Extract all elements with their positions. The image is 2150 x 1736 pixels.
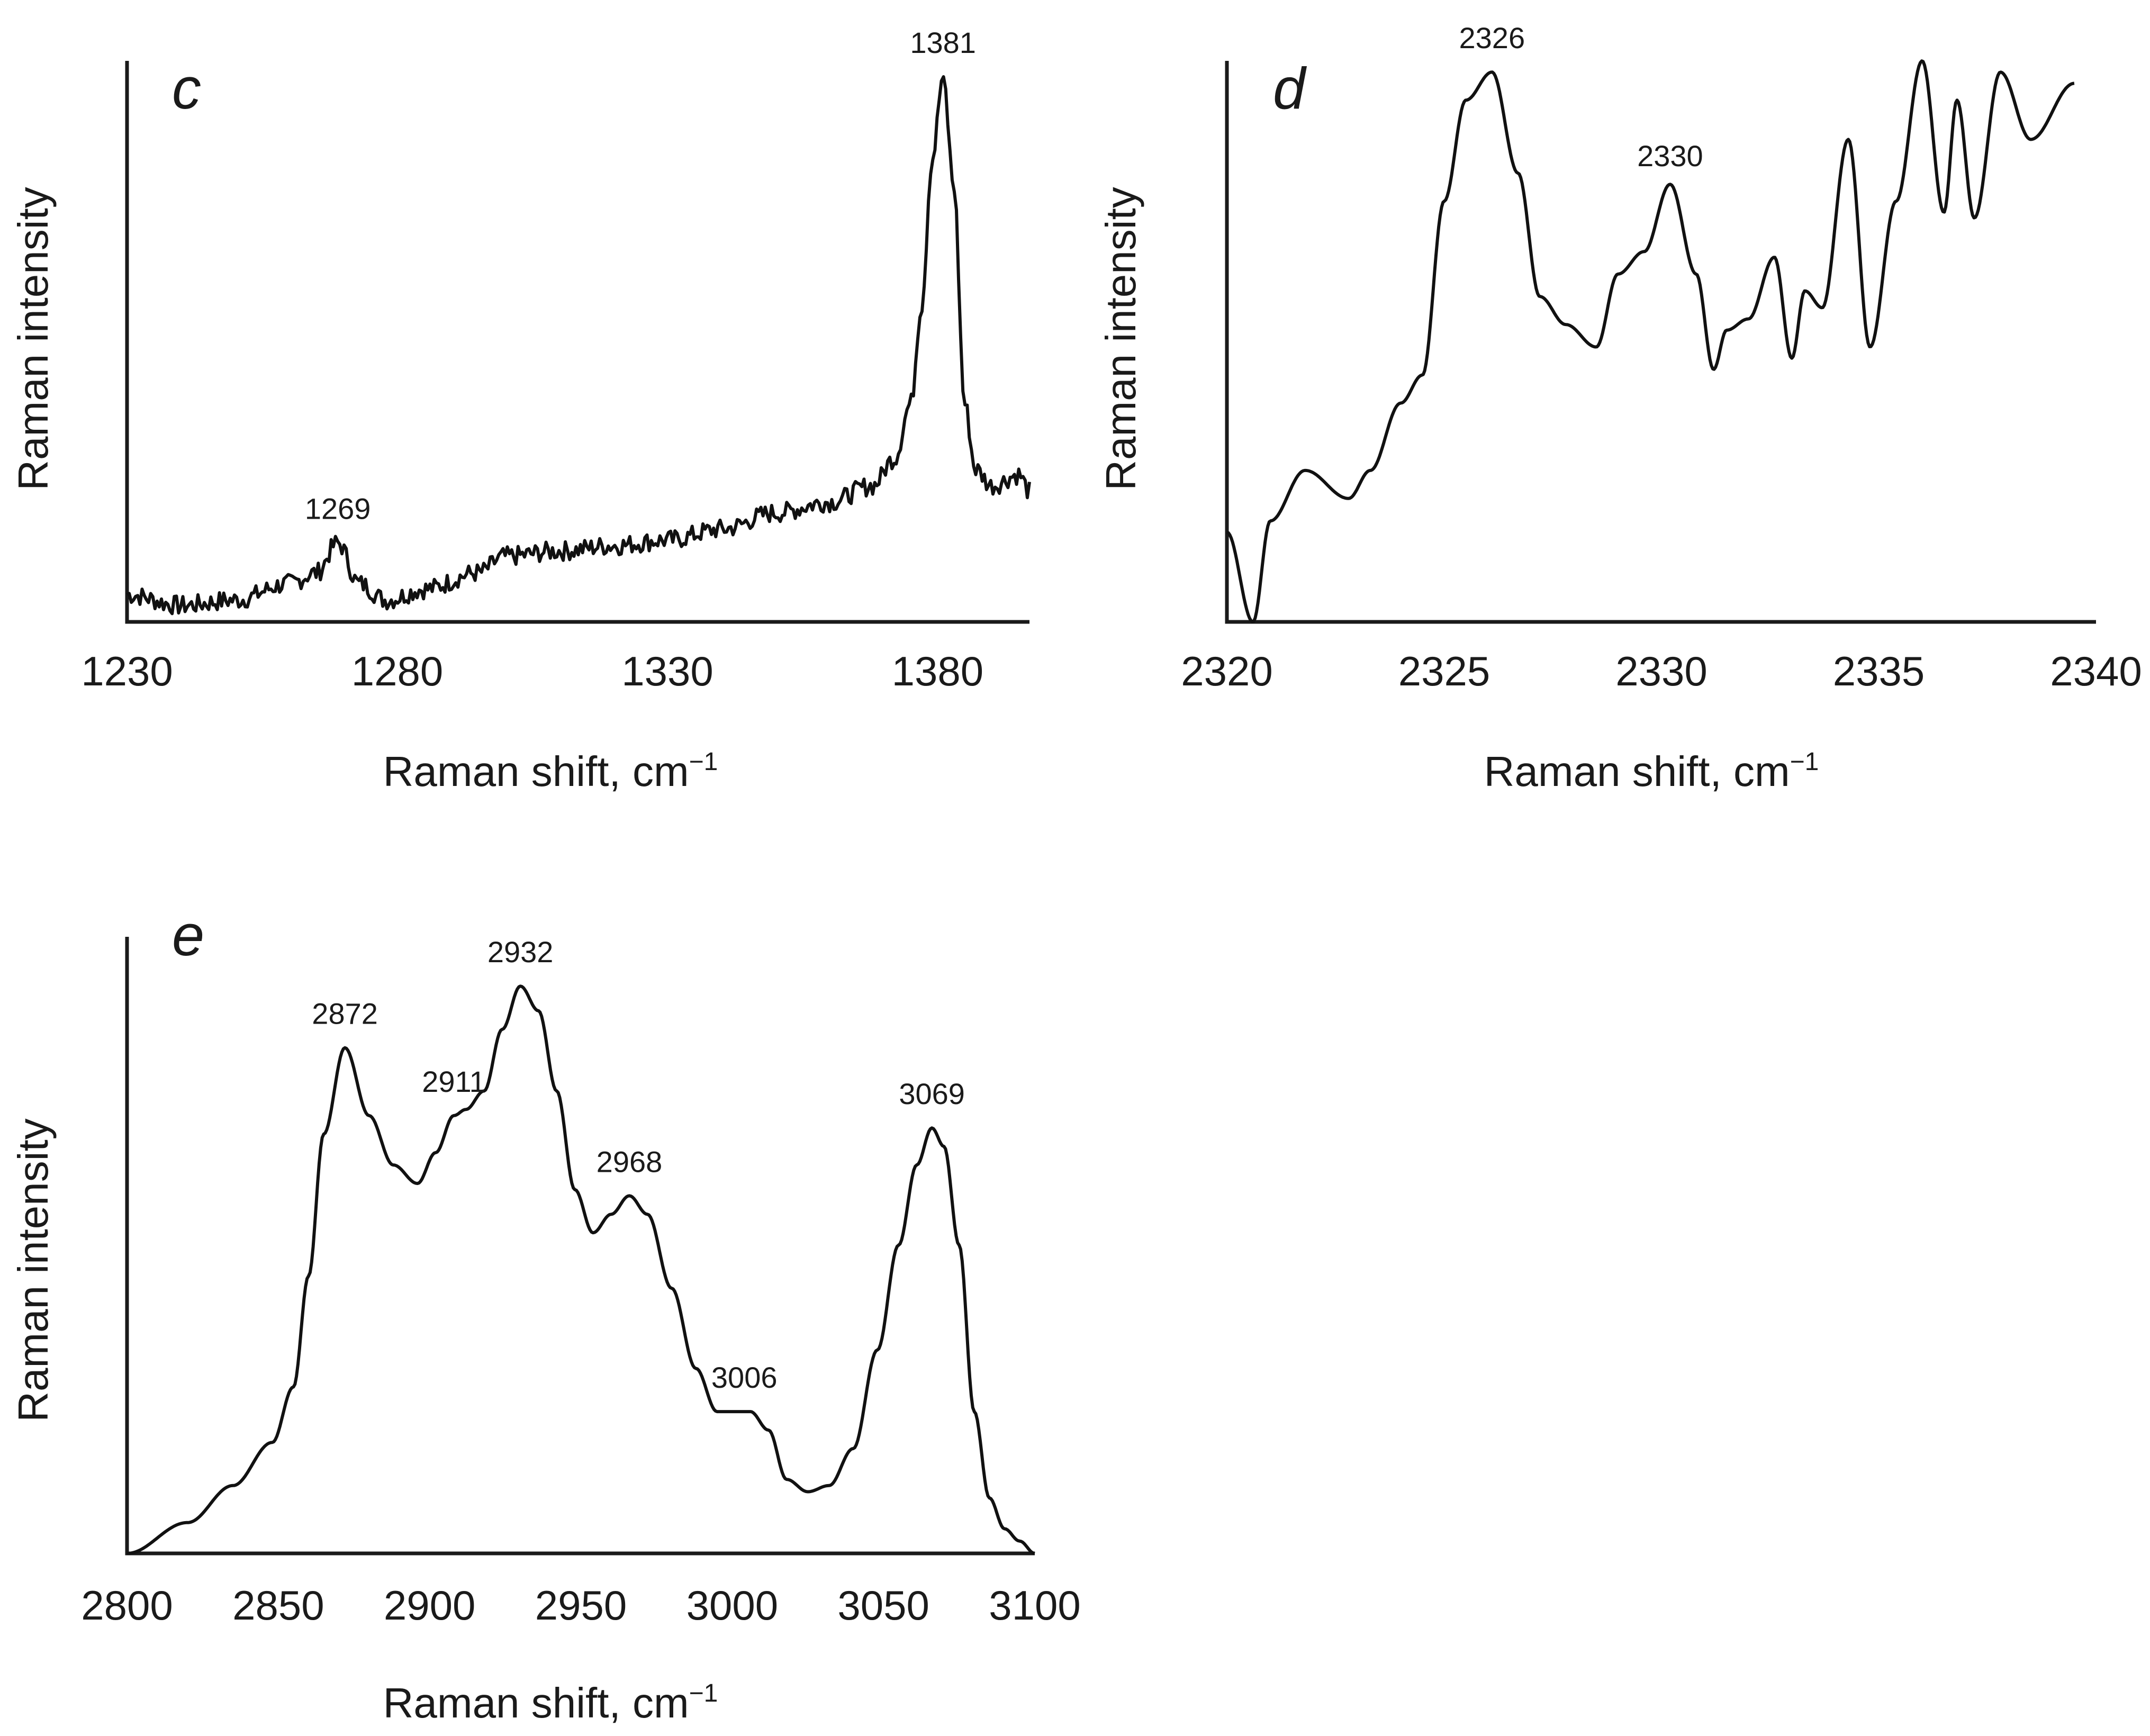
x-tick-label: 3000 (686, 1582, 779, 1629)
spectrum-line-e (127, 984, 1035, 1555)
xlabel-d-text: Raman shift, cm (1484, 748, 1790, 795)
peak-label: 2932 (487, 935, 554, 969)
xlabel-c-superscript: −1 (689, 748, 718, 776)
tick-labels-d: 2320 2325 2330 2335 2340 (1181, 648, 2142, 694)
xlabel-c: Raman shift, cm−1 (383, 748, 718, 795)
panel-e: e Raman intensity Raman shift, cm−1 2800… (10, 903, 1081, 1726)
panel-letter-e: e (172, 903, 204, 968)
xlabel-d: Raman shift, cm−1 (1484, 748, 1819, 795)
spectrum-line-d (1226, 59, 2075, 623)
panel-letter-d: d (1273, 56, 1307, 121)
x-tick-label: 1330 (621, 648, 713, 694)
x-tick-label: 2900 (384, 1582, 476, 1629)
xlabel-d-superscript: −1 (1790, 748, 1819, 776)
peak-label: 1381 (910, 26, 976, 59)
peak-label: 2872 (312, 997, 378, 1030)
peak-labels-c: 1269 1381 (305, 26, 976, 526)
peak-label: 2326 (1459, 21, 1525, 55)
tick-labels-e: 2800 2850 2900 2950 3000 3050 3100 (81, 1582, 1081, 1629)
xlabel-c-text: Raman shift, cm (383, 748, 689, 795)
x-tick-label: 2325 (1398, 648, 1490, 694)
peak-label: 2968 (597, 1145, 663, 1178)
peak-label: 3006 (711, 1361, 778, 1394)
peak-label: 1269 (305, 492, 371, 526)
xlabel-e-superscript: −1 (689, 1679, 718, 1707)
x-tick-label: 2320 (1181, 648, 1273, 694)
peak-labels-d: 2326 2330 (1459, 21, 1703, 173)
tick-labels-c: 1230 1280 1330 1380 (81, 648, 983, 694)
peak-labels-e: 2872 2911 2932 2968 3006 3069 (312, 935, 965, 1394)
peak-label: 3069 (899, 1077, 965, 1110)
ylabel-d: Raman intensity (1097, 187, 1144, 491)
x-tick-label: 3050 (837, 1582, 929, 1629)
axes-c (125, 61, 1029, 624)
x-tick-label: 3100 (989, 1582, 1081, 1629)
spectrum-line-c (126, 75, 1031, 616)
x-tick-label: 2340 (2050, 648, 2142, 694)
x-tick-label: 1380 (892, 648, 984, 694)
axes-d (1225, 61, 2096, 624)
xlabel-e: Raman shift, cm−1 (383, 1679, 718, 1726)
panel-c: c Raman intensity Raman shift, cm−1 1230… (10, 26, 1031, 795)
ylabel-e: Raman intensity (10, 1118, 57, 1422)
x-tick-label: 1230 (81, 648, 173, 694)
peak-label: 2330 (1637, 139, 1703, 173)
x-tick-label: 2950 (535, 1582, 627, 1629)
xlabel-e-text: Raman shift, cm (383, 1679, 689, 1726)
x-tick-label: 2800 (81, 1582, 173, 1629)
x-tick-label: 1280 (351, 648, 444, 694)
panel-d: d Raman intensity Raman shift, cm−1 2320… (1097, 21, 2142, 795)
x-tick-label: 2335 (1833, 648, 1925, 694)
panel-letter-c: c (172, 56, 201, 121)
x-tick-label: 2850 (232, 1582, 324, 1629)
x-tick-label: 2330 (1615, 648, 1708, 694)
ylabel-c: Raman intensity (10, 187, 57, 491)
peak-label: 2911 (422, 1065, 485, 1098)
